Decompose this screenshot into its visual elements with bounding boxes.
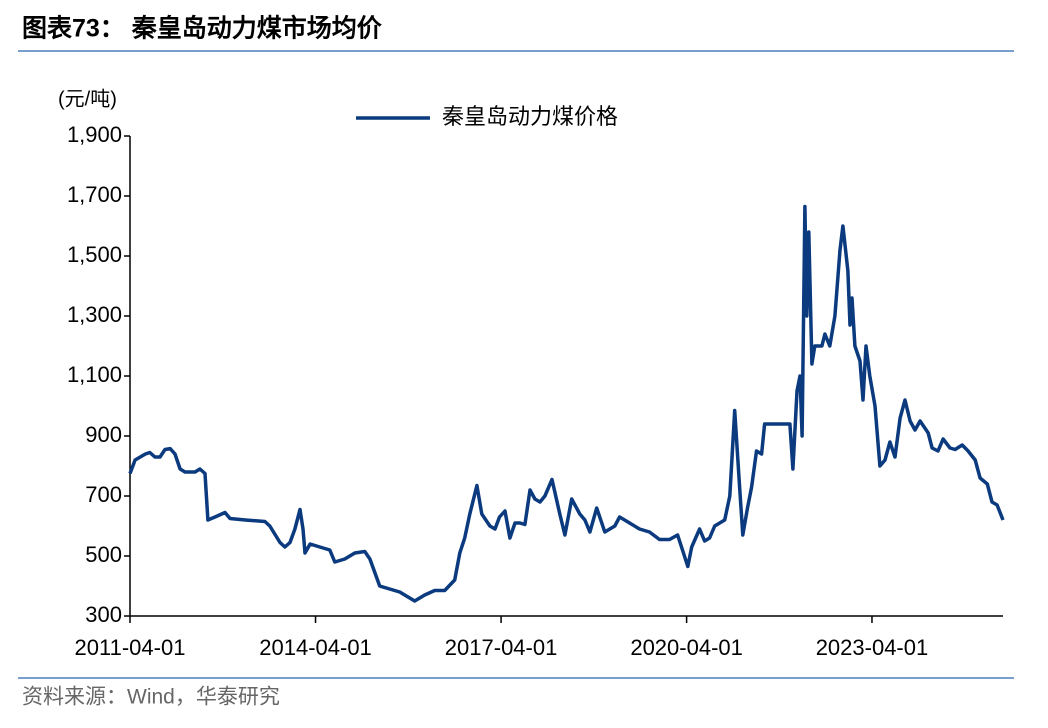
- x-tick-label: 2023-04-01: [816, 635, 929, 660]
- y-tick-label: 300: [85, 602, 122, 627]
- y-tick-label: 1,300: [67, 302, 122, 327]
- line-series: [128, 204, 1005, 603]
- chart-title: 图表73： 秦皇岛动力煤市场均价: [22, 14, 383, 43]
- y-tick-label: 500: [85, 542, 122, 567]
- x-tick-label: 2014-04-01: [259, 635, 372, 660]
- y-tick-label: 1,900: [67, 122, 122, 147]
- x-tick-label: 2020-04-01: [630, 635, 743, 660]
- y-tick-label: 900: [85, 422, 122, 447]
- y-tick-label: 1,700: [67, 182, 122, 207]
- y-tick-label: 700: [85, 482, 122, 507]
- x-tick-label: 2011-04-01: [75, 635, 186, 660]
- source: 资料来源：Wind，华泰研究: [22, 686, 280, 709]
- legend-label: 秦皇岛动力煤价格: [442, 104, 618, 129]
- y-axis-label: (元/吨): [58, 87, 117, 110]
- y-tick-label: 1,100: [67, 362, 122, 387]
- y-tick-label: 1,500: [67, 242, 122, 267]
- x-tick-label: 2017-04-01: [445, 635, 558, 660]
